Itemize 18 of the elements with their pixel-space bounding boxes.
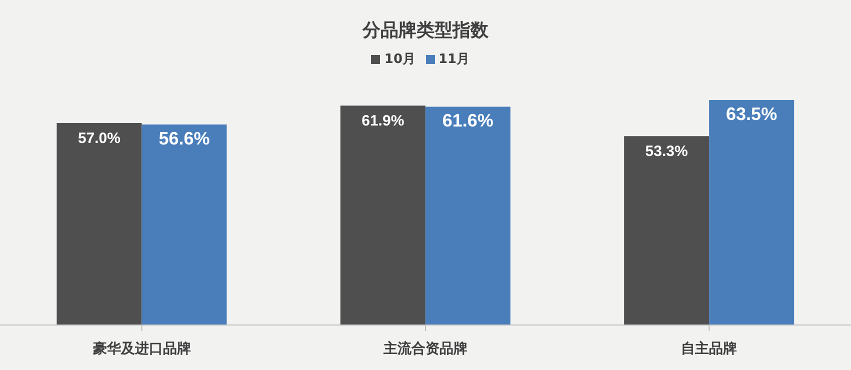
bar bbox=[56, 123, 142, 325]
data-label: 61.6% bbox=[442, 110, 494, 131]
data-label: 56.6% bbox=[158, 128, 210, 148]
bar bbox=[340, 106, 426, 325]
legend-label: 11月 bbox=[438, 52, 470, 67]
bar bbox=[624, 136, 710, 325]
data-label: 63.5% bbox=[726, 104, 778, 124]
x-tick-label: 豪华及进口品牌 bbox=[92, 340, 191, 357]
x-tick-label: 自主品牌 bbox=[681, 340, 738, 357]
bar bbox=[709, 100, 794, 325]
chart-title: 分品牌类型指数 bbox=[361, 19, 490, 43]
data-label: 61.9% bbox=[362, 112, 404, 130]
data-label: 57.0% bbox=[78, 130, 121, 148]
x-tick-label: 主流合资品牌 bbox=[382, 340, 468, 357]
data-label: 53.3% bbox=[645, 143, 688, 160]
bar bbox=[142, 124, 227, 325]
legend-label: 10月 bbox=[384, 52, 416, 67]
bar bbox=[425, 106, 510, 325]
